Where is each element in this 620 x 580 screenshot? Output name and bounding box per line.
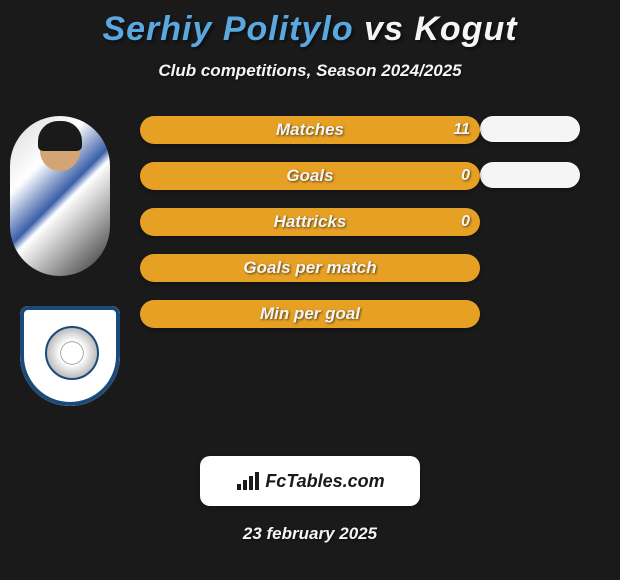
stat-bar-left: Min per goal [140,300,480,328]
stat-row: Goals0 [140,162,480,190]
vs-text: vs [364,10,404,48]
content-area: Matches11Goals0Hattricks0Goals per match… [0,116,620,406]
stat-label: Matches [140,120,480,140]
player1-name: Serhiy Politylo [102,10,353,48]
comparison-card: Serhiy Politylo vs Kogut Club competitio… [0,0,620,580]
stat-pill-right [480,162,580,188]
page-title: Serhiy Politylo vs Kogut [0,0,620,49]
right-column [480,116,600,406]
left-column [0,116,140,406]
stat-bar-left: Matches11 [140,116,480,144]
bars-column: Matches11Goals0Hattricks0Goals per match… [140,116,480,406]
stat-label: Goals per match [140,258,480,278]
stat-row: Matches11 [140,116,480,144]
brand-logo: FcTables.com [200,456,420,506]
brand-text: FcTables.com [265,471,384,492]
stat-value-left: 0 [461,213,470,231]
club-logo [20,306,120,406]
stat-row: Min per goal [140,300,480,328]
stat-bar-left: Hattricks0 [140,208,480,236]
stat-value-left: 11 [453,121,470,139]
stat-bar-left: Goals per match [140,254,480,282]
player-photo [10,116,110,276]
stat-bar-left: Goals0 [140,162,480,190]
stat-row: Hattricks0 [140,208,480,236]
footer-date: 23 february 2025 [0,524,620,544]
stat-row: Goals per match [140,254,480,282]
subtitle: Club competitions, Season 2024/2025 [0,61,620,81]
stat-label: Goals [140,166,480,186]
player2-name: Kogut [414,10,517,48]
stat-pill-right [480,116,580,142]
stat-label: Hattricks [140,212,480,232]
stat-label: Min per goal [140,304,480,324]
chart-icon [235,470,261,492]
stat-value-left: 0 [461,167,470,185]
